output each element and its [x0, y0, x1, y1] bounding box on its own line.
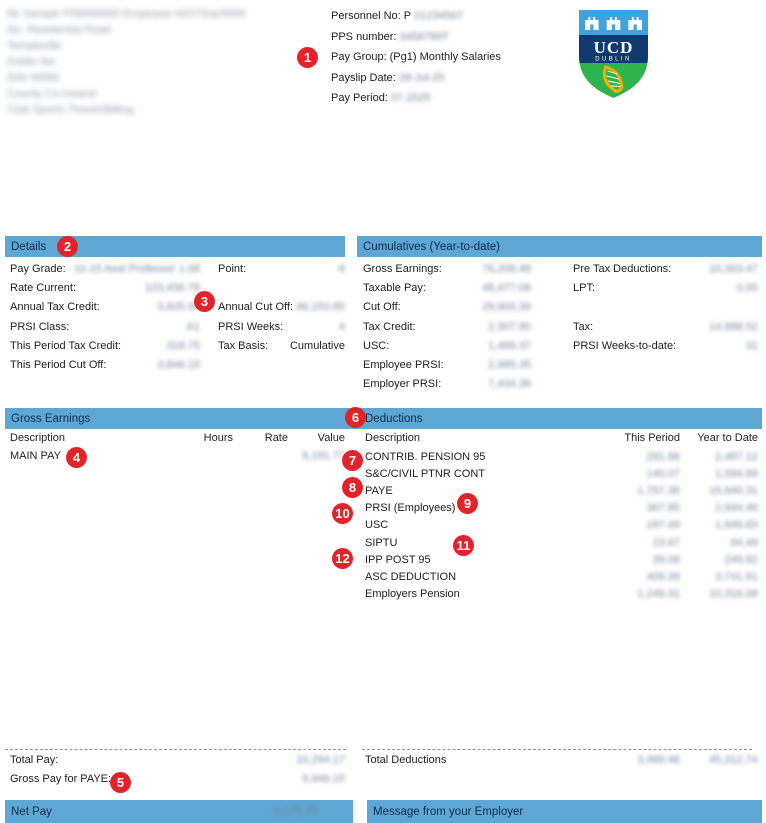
address-line: Templeville — [7, 40, 62, 52]
annotation-badge-1: 1 — [297, 47, 318, 68]
gross-earnings-column-headers: Description Hours Rate Value — [10, 432, 345, 444]
annotation-badge-3: 3 — [194, 291, 215, 312]
employer-message-section-header: Message from your Employer — [367, 800, 762, 823]
cumulative-row: Taxable Pay: 48,477.08 — [363, 281, 531, 294]
deduction-row: PRSI (Employees) 367.85 2,944.46 — [365, 502, 758, 515]
cumulative-row: LPT: 0.00 — [573, 281, 758, 294]
total-pay-row: Total Pay: 10,294.17 — [10, 754, 345, 766]
deduction-row: ASC DEDUCTION 409.39 3,741.91 — [365, 570, 758, 583]
gross-pay-paye-row: Gross Pay for PAYE: 9,946.15 — [10, 773, 345, 785]
annotation-badge-6: 6 — [345, 407, 366, 428]
cumulative-row — [573, 375, 758, 394]
cumulative-row: Pre Tax Deductions: 10,303.47 — [573, 262, 758, 275]
payslip-date: Payslip Date: 28-Jul-25 — [331, 71, 445, 84]
cumulatives-left-column: Gross Earnings: 76,208.48 Taxable Pay: 48,… — [363, 259, 531, 394]
deduction-row: SIPTU 23.67 64.49 — [365, 536, 758, 549]
cumulative-row — [573, 355, 758, 374]
detail-row: This Period Tax Credit: 318.75 — [10, 339, 200, 352]
address-block: Mr Sample P99999999 Employee-Id/07Grp/99… — [7, 6, 245, 118]
deduction-row: CONTRIB. PENSION 95 291.86 2,487.12 — [365, 450, 758, 463]
details-right-column: Point: 8 Annual Cut Off: 46,153.85 PRSI We… — [218, 259, 345, 375]
deductions-rows: CONTRIB. PENSION 95 291.86 2,487.12 S&C/CI… — [365, 448, 758, 603]
ucd-crest-logo: UCD DUBLIN — [577, 8, 650, 100]
cumulative-row — [573, 298, 758, 317]
annotation-badge-10: 10 — [332, 503, 353, 524]
cumulatives-section-header: Cumulatives (Year-to-date) — [357, 236, 762, 257]
deduction-row: USC 197.49 1,849.83 — [365, 519, 758, 532]
address-line: D06 W999 — [7, 72, 59, 84]
annotation-badge-8: 8 — [342, 477, 363, 498]
deductions-title: Deductions — [365, 412, 423, 425]
annotation-badge-4: 4 — [66, 447, 87, 468]
address-line: No. Residential Road — [7, 24, 111, 36]
address-line: Mr Sample P99999999 Employee-Id/07Grp/99… — [7, 8, 246, 20]
gross-earnings-title: Gross Earnings — [11, 412, 91, 425]
detail-row — [218, 355, 345, 374]
deduction-row: IPP POST 95 39.08 249.82 — [365, 553, 758, 566]
address-line: Dublin 6w — [7, 56, 56, 68]
ucd-shield-icon: UCD DUBLIN — [579, 10, 648, 98]
detail-row — [218, 278, 345, 297]
annotation-badge-9: 9 — [457, 493, 478, 514]
detail-row: This Period Cut Off: 3,846.15 — [10, 359, 200, 372]
pay-period: Pay Period: 07.2025 — [331, 92, 431, 104]
address-line: Club Sports Thresh/Billing — [7, 104, 134, 116]
total-deductions-row: Total Deductions 3,489.96 45,312.74 — [365, 754, 758, 766]
cumulative-row: Tax: 14,988.52 — [573, 320, 758, 333]
detail-row: Rate Current: 123,456.78 — [10, 281, 200, 294]
detail-row: Point: 8 — [218, 262, 345, 275]
deduction-row: PAYE 1,757.36 15,940.31 — [365, 484, 758, 497]
personnel-no: Personnel No: P 01234567 — [331, 10, 464, 22]
detail-row: Tax Basis: Cumulative — [218, 339, 345, 352]
deduction-row: S&C/CIVIL PTNR CONT 140.07 1,094.89 — [365, 467, 758, 480]
deductions-column-headers: Description This Period Year to Date — [365, 432, 758, 444]
annotation-badge-5: 5 — [110, 772, 131, 793]
earnings-row-main-pay: MAIN PAY 9,191.77 — [10, 450, 345, 462]
employee-info-block: Personnel No: P 01234567 PPS number: 34567… — [331, 6, 501, 109]
cumulative-row: Cut Off: 29,900.39 — [363, 301, 531, 314]
annotation-badge-2: 2 — [57, 236, 78, 257]
pps-number: PPS number: 3456789T — [331, 30, 449, 43]
svg-text:UCD: UCD — [594, 38, 634, 57]
details-section-header: Details — [5, 236, 345, 257]
annotation-badge-11: 11 — [453, 535, 474, 556]
cumulative-row: Employee PRSI: 2,985.35 — [363, 359, 531, 372]
totals-divider-right — [362, 749, 752, 750]
cumulative-row: Tax Credit: 2,307.90 — [363, 320, 531, 333]
net-pay-section-header: Net Pay 6,178.46 — [5, 800, 353, 823]
cumulative-row: Employer PRSI: 7,434.38 — [363, 378, 531, 391]
svg-text:DUBLIN: DUBLIN — [595, 57, 631, 63]
totals-divider-left — [5, 749, 346, 750]
net-pay-value: 6,178.46 — [273, 805, 318, 818]
cumulatives-right-column: Pre Tax Deductions: 10,303.47 LPT: 0.00 Ta… — [573, 259, 758, 394]
earnings-deductions-section-header: Gross Earnings Deductions — [5, 408, 762, 429]
detail-row: PRSI Weeks: 4 — [218, 320, 345, 333]
annotation-badge-7: 7 — [342, 450, 363, 471]
deduction-row: Employers Pension 1,249.31 10,316.08 — [365, 588, 758, 601]
address-line: County Co-Ireland — [7, 88, 97, 100]
detail-row: Annual Cut Off: 46,153.85 — [218, 301, 345, 314]
detail-row: Annual Tax Credit: 3,825.00 — [10, 301, 200, 314]
pay-group: Pay Group: (Pg1) Monthly Salaries — [331, 51, 501, 63]
cumulative-row: PRSI Weeks-to-date: 31 — [573, 339, 758, 352]
cumulative-row: USC: 1,489.37 — [363, 339, 531, 352]
details-title: Details — [11, 240, 47, 253]
annotation-badge-12: 12 — [332, 548, 353, 569]
cumulative-row: Gross Earnings: 76,208.48 — [363, 262, 531, 275]
cumulatives-title: Cumulatives (Year-to-date) — [363, 240, 500, 253]
details-left-column: Pay Grade: 10.15 Asst Professor 1.08 Rate… — [10, 259, 200, 375]
harp-icon — [602, 65, 624, 93]
detail-row: PRSI Class: A1 — [10, 320, 200, 333]
detail-row: Pay Grade: 10.15 Asst Professor 1.08 — [10, 262, 200, 275]
